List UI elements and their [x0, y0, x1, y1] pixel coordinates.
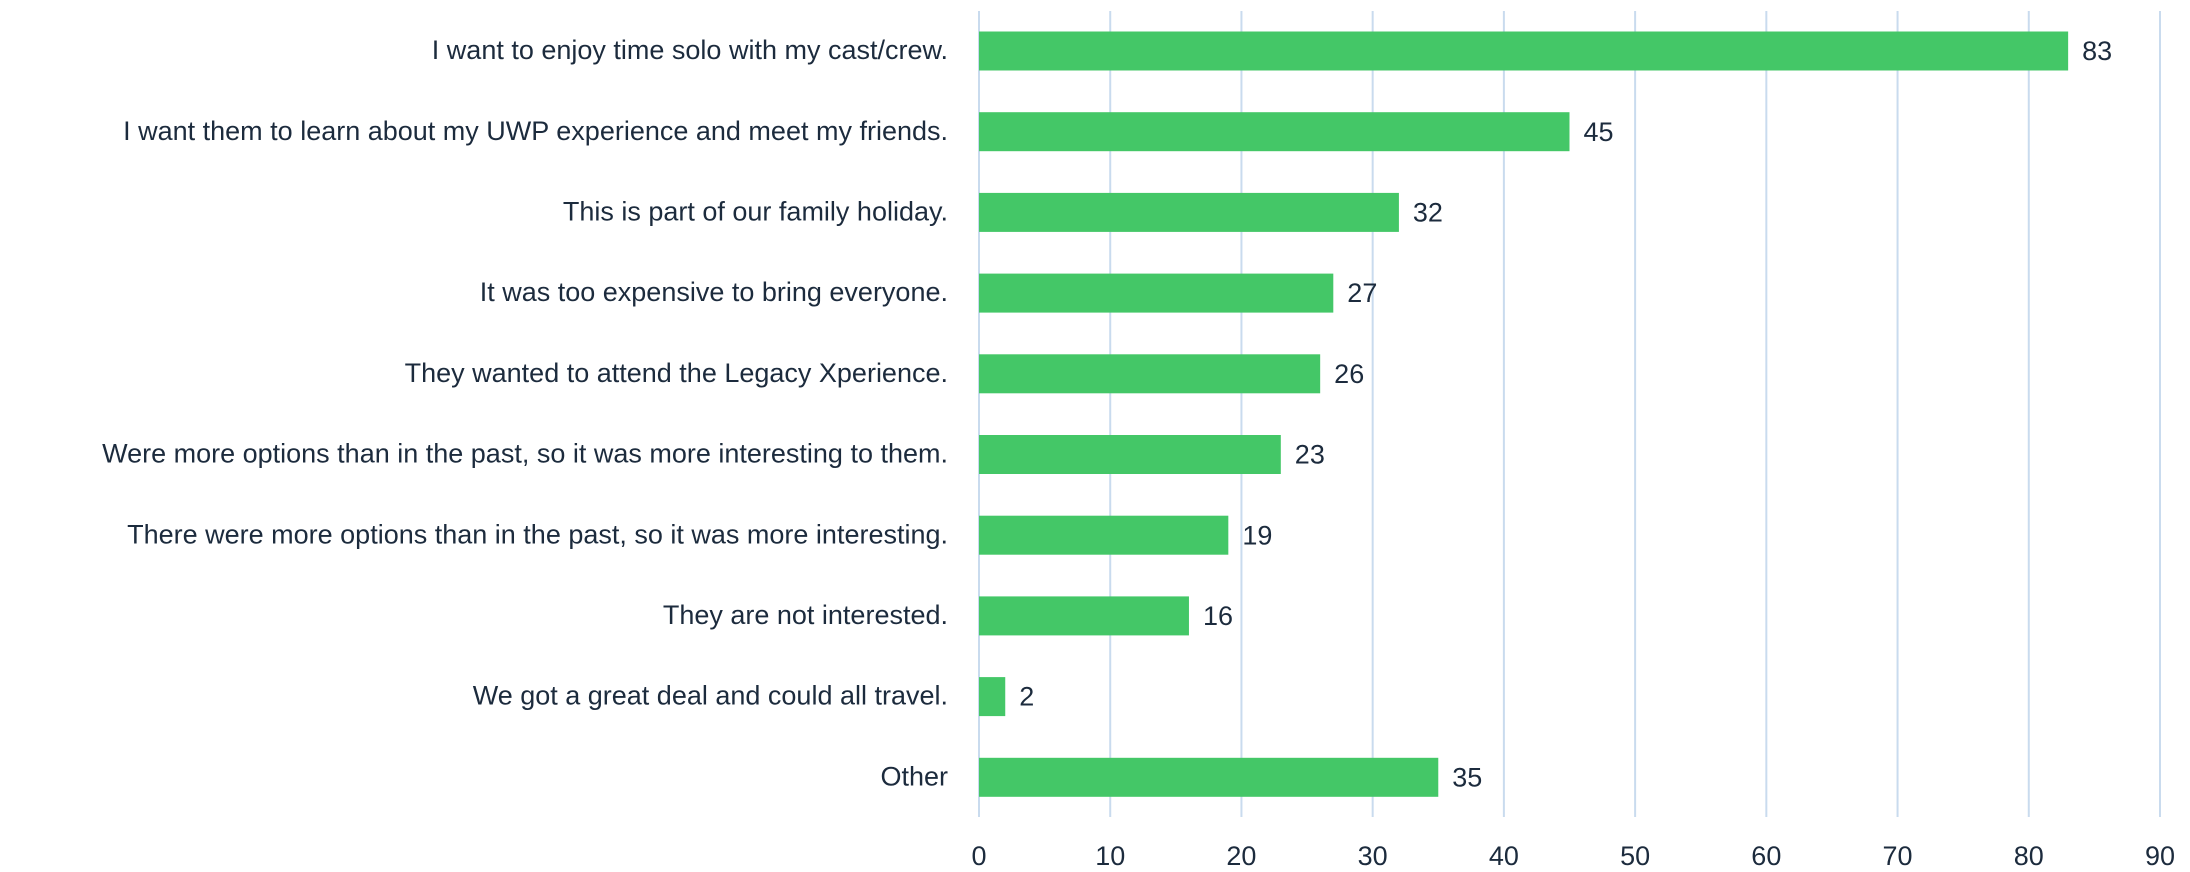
category-label: We got a great deal and could all travel…	[473, 681, 948, 711]
x-tick-label: 90	[2145, 841, 2175, 871]
data-label: 16	[1203, 601, 1233, 631]
bar	[979, 677, 1006, 717]
x-tick-label: 80	[2014, 841, 2044, 871]
category-label: They wanted to attend the Legacy Xperien…	[405, 358, 948, 388]
bar	[979, 354, 1321, 394]
data-label: 2	[1019, 682, 1034, 712]
x-tick-label: 0	[971, 841, 986, 871]
category-label: Were more options than in the past, so i…	[102, 439, 948, 469]
category-label: There were more options than in the past…	[127, 519, 948, 549]
data-label: 27	[1347, 278, 1377, 308]
category-label: Other	[880, 761, 948, 791]
bar	[979, 757, 1439, 797]
bar	[979, 435, 1281, 474]
x-tick-label: 30	[1358, 841, 1388, 871]
bar	[979, 596, 1189, 636]
data-label: 19	[1242, 520, 1272, 550]
x-tick-label: 50	[1620, 841, 1650, 871]
data-label: 23	[1295, 440, 1325, 470]
category-label: I want them to learn about my UWP experi…	[123, 116, 948, 146]
data-label: 32	[1413, 198, 1443, 228]
bar	[979, 112, 1570, 152]
data-label: 45	[1584, 117, 1614, 147]
bar	[979, 273, 1334, 313]
x-tick-label: 10	[1095, 841, 1125, 871]
category-label: I want to enjoy time solo with my cast/c…	[432, 35, 948, 65]
data-label: 26	[1334, 359, 1364, 389]
category-label: It was too expensive to bring everyone.	[480, 277, 948, 307]
x-tick-label: 40	[1489, 841, 1519, 871]
data-label: 35	[1452, 762, 1482, 792]
bar	[979, 31, 2069, 71]
bar	[979, 515, 1229, 555]
x-tick-label: 60	[1751, 841, 1781, 871]
data-label: 83	[2082, 36, 2112, 66]
bar	[979, 192, 1399, 232]
x-tick-label: 70	[1883, 841, 1913, 871]
category-label: This is part of our family holiday.	[563, 197, 948, 227]
x-tick-label: 20	[1226, 841, 1256, 871]
category-label: They are not interested.	[663, 600, 948, 630]
